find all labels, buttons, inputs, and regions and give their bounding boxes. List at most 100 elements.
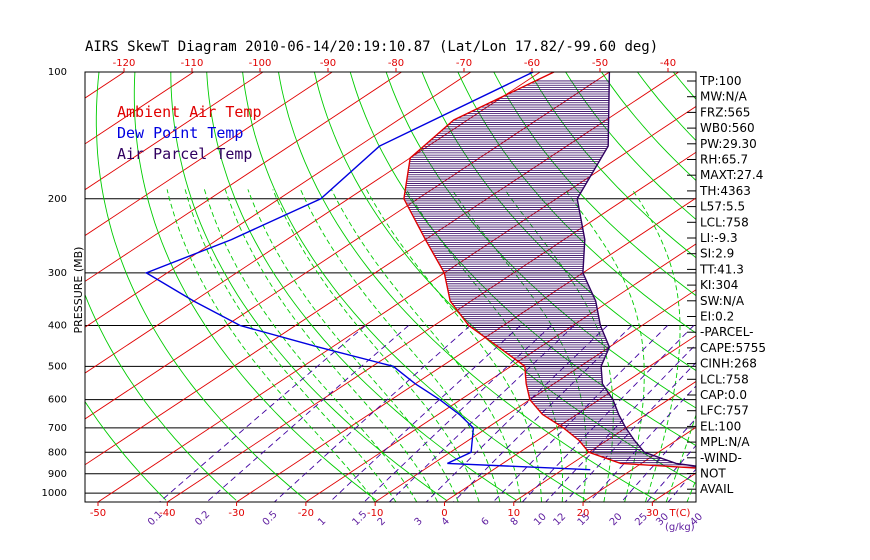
index-entry: SW:N/A	[700, 294, 745, 308]
mixing-ratio-line	[545, 343, 696, 502]
isotherm-line	[85, 72, 402, 282]
isotherm-line	[305, 243, 696, 502]
isotherm-line	[167, 151, 696, 502]
top-temp-tick-label: -100	[249, 58, 272, 69]
index-entry: CINH:268	[700, 357, 757, 371]
moist-adiabat-line	[166, 189, 376, 502]
index-entry: MPL:N/A	[700, 435, 750, 449]
index-entry: CAPE:5755	[700, 341, 766, 355]
dry-adiabat-line	[817, 72, 870, 500]
pressure-tick-label: 600	[48, 395, 67, 406]
dry-adiabat-line	[242, 72, 587, 501]
mixing-ratio-tick-label: 0.2	[193, 509, 212, 528]
moist-adiabat-line	[300, 189, 501, 502]
isotherm-line	[236, 197, 696, 502]
top-temp-tick-label: -110	[181, 58, 204, 69]
index-entry: TT:41.3	[699, 262, 744, 276]
bottom-temp-tick-label: 10	[507, 508, 520, 519]
index-entry: -PARCEL-	[700, 325, 754, 339]
dry-adiabat-line	[601, 72, 696, 182]
index-entry: MW:N/A	[700, 90, 748, 104]
index-entry: LCL:758	[700, 372, 749, 386]
pressure-tick-label: 700	[48, 423, 67, 434]
dry-adiabat-line	[85, 400, 167, 501]
index-entry: TP:100	[699, 74, 742, 88]
dry-adiabat-line	[133, 72, 377, 501]
dry-adiabat-line	[313, 72, 696, 485]
mixing-ratio-tick-label: 12	[551, 511, 568, 528]
top-temp-tick-label: -120	[113, 58, 136, 69]
bottom-temp-tick-label: -50	[90, 508, 106, 519]
mixing-ratio-tick-label: 6	[480, 516, 492, 528]
cape-hatch	[403, 80, 696, 468]
mixing-ratio-line	[159, 325, 366, 502]
dry-adiabat-line	[529, 72, 696, 259]
moist-adiabat-line	[203, 189, 418, 502]
mixing-ratio-unit-label: (g/kg)	[665, 522, 695, 533]
isotherm-line	[97, 105, 696, 502]
index-entry: LCL:758	[700, 215, 749, 229]
top-temp-tick-label: -40	[660, 58, 676, 69]
pressure-tick-label: 800	[48, 447, 67, 458]
mixing-ratio-tick-label: 0.5	[261, 509, 280, 528]
moist-adiabat-line	[366, 189, 542, 502]
mixing-ratio-tick-label: 2	[376, 516, 388, 528]
moist-adiabat-line	[665, 413, 696, 502]
legend-dew-point-temp: Dew Point Temp	[117, 124, 243, 142]
pressure-tick-label: 100	[48, 67, 67, 78]
isotherm-line	[85, 72, 610, 420]
index-entry: LFC:757	[700, 404, 749, 418]
isotherm-line	[85, 72, 541, 374]
bottom-temp-tick-label: 0	[441, 508, 447, 519]
moist-adiabat-line	[631, 189, 681, 502]
mixing-ratio-tick-label: 1	[316, 516, 328, 528]
mixing-ratio-line	[646, 444, 696, 502]
x-axis-label: T(C)	[669, 508, 691, 519]
top-temp-tick-label: -60	[524, 58, 540, 69]
legend: Ambient Air Temp Dew Point Temp Air Parc…	[117, 103, 262, 163]
index-entry: WB0:560	[700, 121, 755, 135]
bottom-temp-tick-label: -40	[159, 508, 175, 519]
pressure-tick-label: 200	[48, 194, 67, 205]
top-temp-tick-label: -90	[320, 58, 336, 69]
skewt-grid	[0, 72, 870, 502]
index-entry: SI:2.9	[700, 247, 734, 261]
isotherm-line	[0, 72, 55, 502]
moist-adiabat-line	[330, 189, 522, 502]
isotherm-line	[85, 72, 264, 191]
ambient-air-temp-line	[403, 72, 696, 469]
bottom-temp-tick-label: 20	[577, 508, 590, 519]
mixing-ratio-line	[206, 325, 409, 502]
isotherm-line	[85, 72, 472, 328]
legend-ambient-air-temp: Ambient Air Temp	[117, 103, 262, 121]
legend-air-parcel-temp: Air Parcel Temp	[117, 145, 252, 163]
mixing-ratio-line	[329, 325, 521, 502]
bottom-temp-tick-label: -20	[298, 508, 314, 519]
index-entry: LI:-9.3	[700, 231, 738, 245]
moist-adiabat-line	[272, 189, 480, 502]
top-temp-tick-label: -80	[388, 58, 404, 69]
mixing-ratio-line	[425, 325, 608, 502]
index-entry: NOT	[700, 467, 726, 481]
pressure-tick-label: 1000	[42, 488, 67, 499]
top-temp-tick-label: -70	[456, 58, 472, 69]
index-entry: TH:4363	[699, 184, 751, 198]
moist-adiabat-line	[564, 189, 645, 502]
isotherm-line	[85, 72, 679, 466]
moist-adiabat-line	[224, 189, 438, 502]
index-entry: MAXT:27.4	[700, 168, 763, 182]
moist-adiabat-line	[184, 189, 397, 502]
isotherm-line	[85, 72, 333, 237]
isotherm-line	[444, 335, 696, 502]
pressure-tick-label: 300	[48, 268, 67, 279]
mixing-ratio-tick-label: 3	[413, 516, 425, 528]
mixing-ratio-line	[492, 325, 668, 502]
pressure-tick-label: 400	[48, 321, 67, 332]
isotherm-line	[85, 72, 125, 99]
dry-adiabat-line	[95, 72, 307, 501]
bottom-temp-tick-label: 30	[646, 508, 659, 519]
isotherm-line	[791, 72, 870, 502]
mixing-ratio-tick-label: 4	[440, 516, 452, 528]
